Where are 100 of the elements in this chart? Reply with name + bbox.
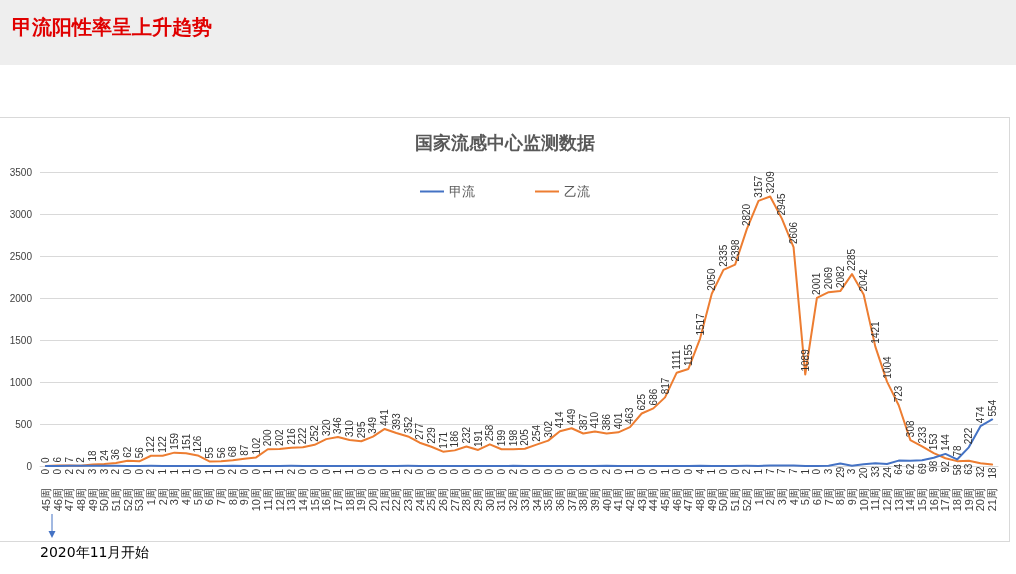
x-tick-label: 47周 [63, 488, 76, 512]
x-tick-label: 48周 [74, 488, 87, 512]
data-label: 723 [893, 385, 905, 403]
data-label: 64 [893, 463, 905, 475]
x-tick-label: 6周 [203, 488, 216, 506]
data-label: 6 [52, 456, 64, 463]
data-label: 0 [472, 468, 484, 475]
data-label: 159 [168, 432, 180, 450]
data-label: 0 [682, 468, 694, 475]
data-label: 414 [554, 411, 566, 429]
data-label: 1 [203, 468, 215, 475]
data-label: 0 [566, 468, 578, 475]
x-tick-label: 8周 [226, 488, 239, 506]
x-tick-label: 52周 [740, 488, 753, 512]
data-label: 1 [624, 468, 636, 475]
data-label: 233 [916, 426, 928, 444]
data-label: 20 [858, 466, 870, 479]
data-label: 252 [309, 424, 321, 442]
x-tick-label: 1周 [144, 488, 157, 506]
data-label: 3 [846, 468, 858, 475]
data-label: 68 [227, 445, 239, 458]
data-label: 0 [519, 468, 531, 475]
data-label: 0 [484, 468, 496, 475]
data-label: 0 [729, 468, 741, 475]
data-label: 7 [776, 467, 788, 474]
data-label: 2 [63, 468, 75, 475]
data-label: 191 [472, 429, 484, 447]
data-label: 0 [495, 468, 507, 475]
data-label: 62 [122, 446, 134, 458]
data-label: 1 [262, 468, 274, 475]
data-label: 2285 [846, 248, 858, 272]
x-tick-label: 49周 [86, 488, 99, 512]
data-label: 186 [449, 430, 461, 448]
data-label: 0 [250, 468, 262, 475]
data-label: 352 [402, 416, 414, 434]
data-label: 2 [75, 468, 87, 475]
x-tick-label: 13周 [892, 488, 905, 512]
data-label: 441 [379, 408, 391, 426]
data-label: 2042 [858, 268, 870, 292]
data-label: 0 [612, 468, 624, 475]
x-tick-label: 4周 [180, 488, 193, 506]
data-label: 3 [98, 468, 110, 475]
x-tick-label: 12周 [881, 488, 894, 512]
data-label: 2335 [717, 244, 729, 267]
data-label: 0 [40, 457, 52, 463]
data-label: 2 [227, 468, 239, 475]
x-tick-label: 29周 [472, 488, 485, 512]
data-label: 686 [647, 388, 659, 406]
data-label: 0 [297, 468, 309, 475]
legend-label: 甲流 [449, 184, 475, 199]
x-tick-label: 45周 [659, 488, 672, 512]
data-label: 29 [834, 466, 846, 478]
x-tick-label: 15周 [916, 488, 929, 512]
x-tick-label: 13周 [285, 488, 298, 512]
chart-title: 国家流感中心监测数据 [415, 133, 595, 153]
data-label: 18 [986, 467, 998, 479]
data-label: 87 [238, 444, 250, 456]
x-tick-label: 16周 [927, 488, 940, 512]
x-tick-label: 52周 [121, 488, 134, 512]
data-label: 18 [87, 449, 99, 462]
data-label: 62 [904, 463, 916, 475]
data-label: 2945 [776, 192, 788, 216]
data-label: 387 [577, 413, 589, 431]
data-label: 222 [963, 427, 975, 445]
data-label: 0 [717, 468, 729, 475]
x-tick-label: 10周 [250, 488, 263, 512]
x-tick-label: 24周 [413, 488, 426, 512]
x-tick-label: 46周 [670, 488, 683, 512]
x-tick-label: 2周 [764, 488, 777, 506]
data-label: 1004 [881, 355, 893, 379]
x-tick-label: 37周 [565, 488, 578, 512]
data-label: 92 [939, 460, 951, 473]
x-tick-label: 9周 [845, 488, 858, 506]
data-label: 1 [274, 468, 285, 475]
data-label: 474 [974, 406, 986, 424]
x-tick-label: 14周 [904, 488, 917, 512]
x-tick-label: 6周 [810, 488, 823, 506]
x-tick-label: 14周 [296, 488, 309, 512]
data-label: 151 [180, 433, 192, 451]
x-tick-label: 7周 [822, 488, 835, 506]
data-label: 2 [601, 468, 613, 475]
x-tick-label: 17周 [939, 488, 952, 512]
data-label: 3 [87, 468, 99, 475]
data-label: 295 [355, 421, 367, 439]
x-tick-label: 8周 [834, 488, 847, 506]
data-label: 1 [332, 468, 344, 475]
data-label: 98 [928, 460, 940, 472]
data-label: 36 [110, 448, 122, 460]
data-label: 1155 [682, 344, 694, 366]
x-tick-label: 27周 [448, 488, 461, 512]
data-label: 258 [484, 424, 496, 442]
text: 2020年11月开始 [40, 544, 150, 562]
data-label: 1 [799, 468, 811, 475]
data-label: 1421 [869, 320, 881, 344]
data-label: 2 [145, 468, 157, 475]
x-tick-label: 47周 [682, 488, 695, 512]
x-tick-label: 32周 [507, 488, 520, 512]
x-tick-label: 53周 [133, 488, 146, 512]
x-tick-label: 25周 [425, 488, 438, 512]
x-tick-label: 23周 [402, 488, 415, 512]
